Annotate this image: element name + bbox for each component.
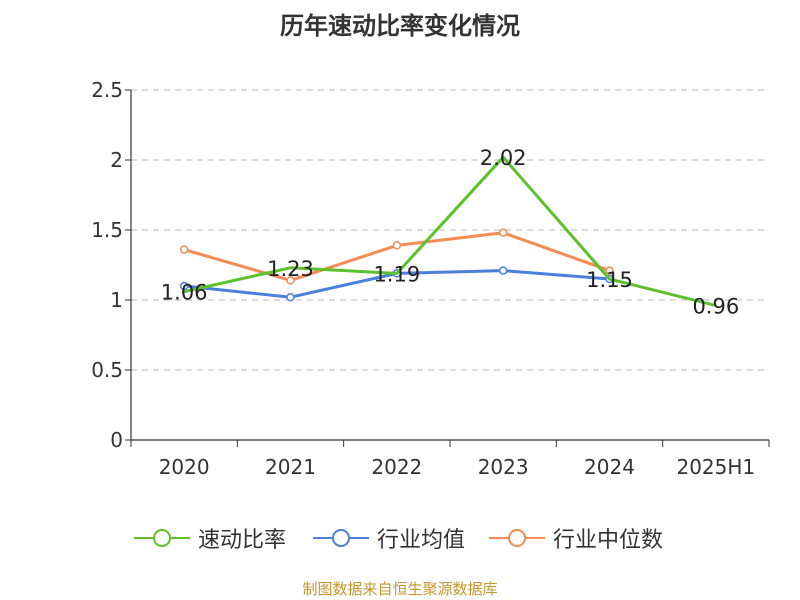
chart-title: 历年速动比率变化情况 — [280, 12, 520, 40]
series-point-1 — [286, 292, 295, 302]
legend-marker-industry-mean — [313, 529, 369, 547]
series-point-2 — [179, 245, 189, 254]
series-point-1 — [179, 281, 189, 291]
series-point-2 — [286, 276, 295, 285]
legend-item-industry-median[interactable]: 行业中位数 — [489, 520, 663, 556]
legend-item-industry-mean[interactable]: 行业均值 — [313, 520, 465, 556]
legend-label: 速动比率 — [198, 528, 287, 553]
series-point-2 — [605, 266, 614, 275]
legend-label: 行业中位数 — [553, 528, 664, 553]
x-tick-label: 2025H1 — [676, 455, 755, 479]
data-label: 1.23 — [267, 257, 314, 281]
legend-item-quick-ratio[interactable]: 速动比率 — [134, 520, 286, 556]
data-label: 1.15 — [586, 268, 633, 292]
y-tick-label: 0.5 — [91, 358, 123, 382]
x-tick-label: 2023 — [478, 455, 529, 479]
x-tick-label: 2022 — [371, 455, 422, 479]
x-tick-label: 2024 — [584, 455, 635, 479]
data-label: 2.02 — [480, 146, 527, 170]
y-tick-label: 0 — [110, 428, 123, 452]
source-note: 制图数据来自恒生聚源数据库 — [302, 580, 498, 598]
series-point-2 — [392, 241, 402, 250]
data-label: 0.96 — [692, 295, 739, 319]
x-tick-label: 2020 — [159, 455, 210, 479]
x-tick-label: 2021 — [265, 455, 316, 479]
legend-marker-industry-median — [489, 529, 545, 547]
legend-marker-quick-ratio — [134, 529, 190, 547]
series-point-2 — [498, 228, 508, 238]
data-label: 1.06 — [161, 281, 208, 305]
series-line-0 — [183, 155, 717, 308]
y-tick-label: 2 — [110, 148, 123, 172]
y-tick-label: 2.5 — [91, 78, 123, 102]
y-tick-label: 1 — [110, 288, 123, 312]
y-tick-label: 1.5 — [91, 218, 123, 242]
series-point-1 — [498, 266, 508, 275]
legend: 速动比率 行业均值 行业中位数 — [0, 520, 800, 556]
data-label: 1.19 — [373, 262, 420, 286]
legend-label: 行业均值 — [377, 528, 466, 553]
